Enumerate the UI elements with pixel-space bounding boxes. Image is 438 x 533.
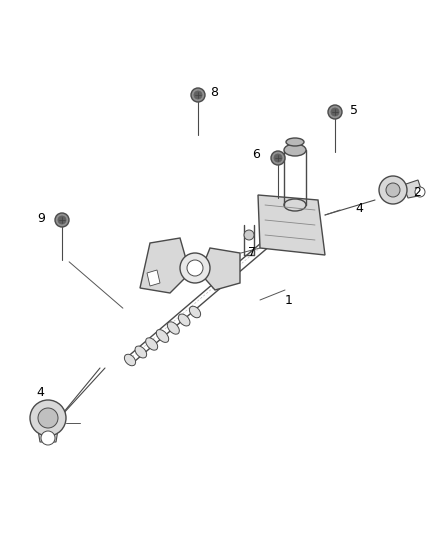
Text: 5: 5 xyxy=(350,103,358,117)
Text: 9: 9 xyxy=(37,212,45,224)
Polygon shape xyxy=(258,195,325,255)
Ellipse shape xyxy=(178,314,190,326)
Circle shape xyxy=(379,176,407,204)
Ellipse shape xyxy=(167,322,179,334)
Text: 2: 2 xyxy=(413,187,421,199)
Circle shape xyxy=(244,230,254,240)
Ellipse shape xyxy=(135,346,147,358)
Polygon shape xyxy=(140,238,190,293)
Circle shape xyxy=(331,108,339,116)
Text: 6: 6 xyxy=(252,149,260,161)
Circle shape xyxy=(30,400,66,436)
Circle shape xyxy=(58,216,66,224)
Circle shape xyxy=(386,183,400,197)
Text: 4: 4 xyxy=(355,201,363,214)
Ellipse shape xyxy=(146,338,158,350)
Circle shape xyxy=(271,151,285,165)
Polygon shape xyxy=(147,270,160,286)
Circle shape xyxy=(194,91,202,99)
Circle shape xyxy=(187,260,203,276)
Ellipse shape xyxy=(124,354,136,366)
Circle shape xyxy=(41,431,55,445)
Circle shape xyxy=(38,408,58,428)
Circle shape xyxy=(328,105,342,119)
Ellipse shape xyxy=(189,306,201,318)
Text: 7: 7 xyxy=(248,246,256,260)
Polygon shape xyxy=(403,180,423,198)
Polygon shape xyxy=(38,430,58,442)
Text: 4: 4 xyxy=(36,385,44,399)
Text: 1: 1 xyxy=(285,294,293,306)
Ellipse shape xyxy=(284,199,306,211)
Circle shape xyxy=(180,253,210,283)
Ellipse shape xyxy=(156,329,169,342)
Ellipse shape xyxy=(286,138,304,146)
Ellipse shape xyxy=(284,144,306,156)
Circle shape xyxy=(55,213,69,227)
Text: 8: 8 xyxy=(210,86,218,100)
Circle shape xyxy=(274,154,282,162)
Circle shape xyxy=(415,187,425,197)
Polygon shape xyxy=(200,248,240,290)
Circle shape xyxy=(191,88,205,102)
